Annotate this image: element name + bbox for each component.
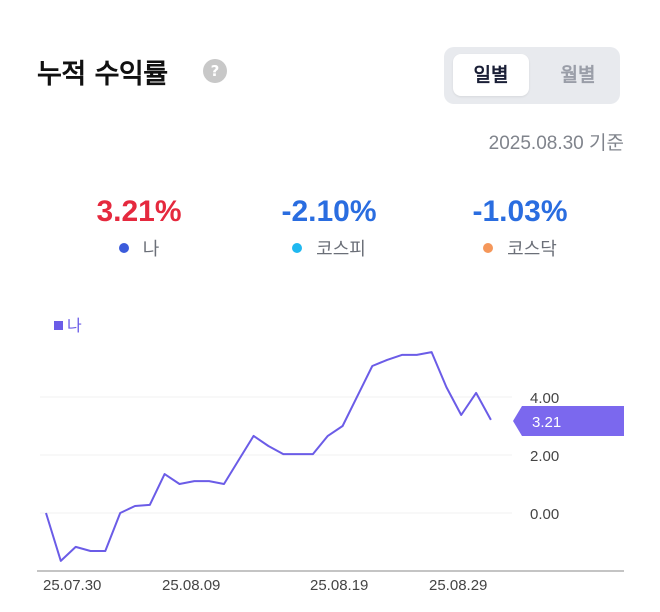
tab-monthly[interactable]: 월별 — [560, 64, 596, 86]
stat-label: 코스피 — [316, 239, 366, 260]
current-value-marker — [513, 406, 624, 436]
stat-me: 3.21% 나 — [49, 195, 229, 261]
y-tick: 2.00 — [530, 448, 559, 465]
stat-value: -2.10% — [281, 195, 377, 228]
stat-value: -1.03% — [472, 195, 568, 228]
stat-kosdaq: -1.03% 코스닥 — [430, 195, 610, 261]
legend-swatch-icon — [54, 321, 63, 330]
x-tick: 25.08.19 — [310, 577, 368, 594]
period-toggle: 일별 월별 — [444, 47, 620, 104]
current-value-label: 3.21 — [532, 414, 561, 431]
stat-kospi: -2.10% 코스피 — [239, 195, 419, 261]
page-title: 누적 수익률 — [37, 59, 168, 90]
dot-icon — [292, 243, 303, 253]
x-tick: 25.08.09 — [162, 577, 220, 594]
y-tick: 0.00 — [530, 506, 559, 523]
help-icon[interactable]: ? — [203, 59, 227, 83]
dot-icon — [483, 243, 494, 253]
series-line-me — [45, 351, 492, 562]
x-tick: 25.07.30 — [43, 577, 101, 594]
gridlines — [37, 396, 624, 572]
as-of-date: 2025.08.30 기준 — [488, 133, 624, 154]
tab-daily[interactable]: 일별 — [453, 54, 529, 96]
dot-icon — [118, 243, 129, 253]
stat-label: 코스닥 — [507, 239, 557, 260]
x-tick: 25.08.29 — [429, 577, 487, 594]
stat-label: 나 — [142, 239, 160, 260]
y-tick: 4.00 — [530, 390, 559, 407]
chart-legend: 나 — [54, 312, 82, 336]
stat-value: 3.21% — [96, 195, 182, 228]
